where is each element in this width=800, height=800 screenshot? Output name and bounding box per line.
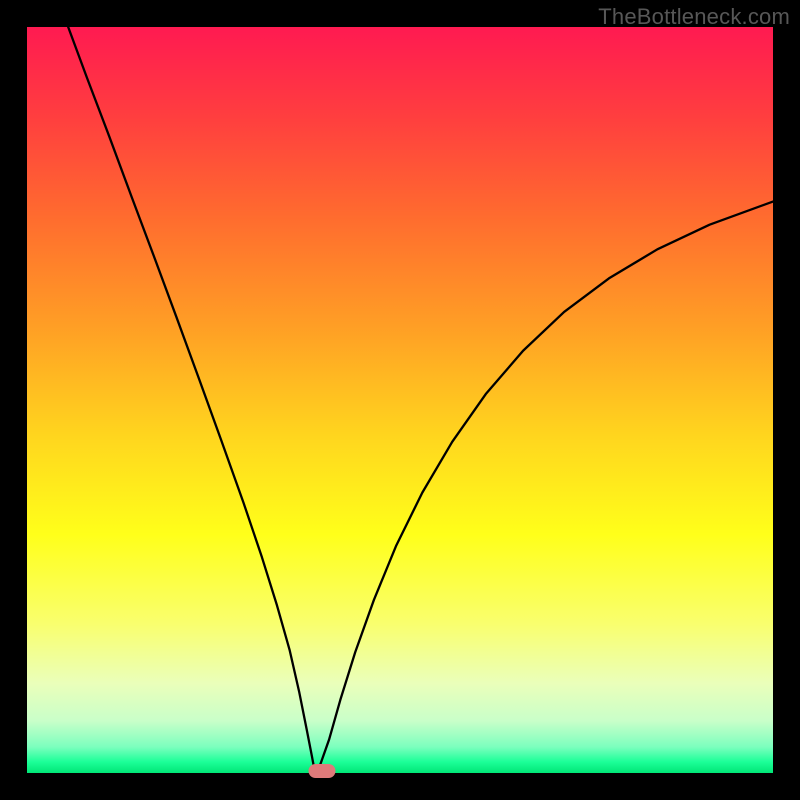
bottleneck-curve <box>68 27 773 769</box>
bottleneck-chart: TheBottleneck.com <box>0 0 800 800</box>
plot-area <box>27 27 773 773</box>
optimum-marker <box>308 764 335 778</box>
watermark-text: TheBottleneck.com <box>598 4 790 30</box>
curve-layer <box>27 27 773 773</box>
